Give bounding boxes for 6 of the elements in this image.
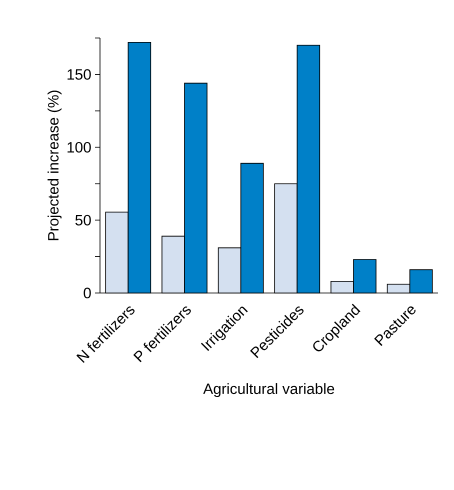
x-axis-title: Agricultural variable: [203, 383, 334, 398]
y-tick-label: 0: [84, 288, 91, 298]
y-axis-title: Projected increase (%): [48, 90, 62, 240]
y-tick-label: 50: [75, 214, 91, 226]
y-tick-label: 150: [68, 69, 91, 80]
y-tick-label: 100: [68, 142, 91, 153]
